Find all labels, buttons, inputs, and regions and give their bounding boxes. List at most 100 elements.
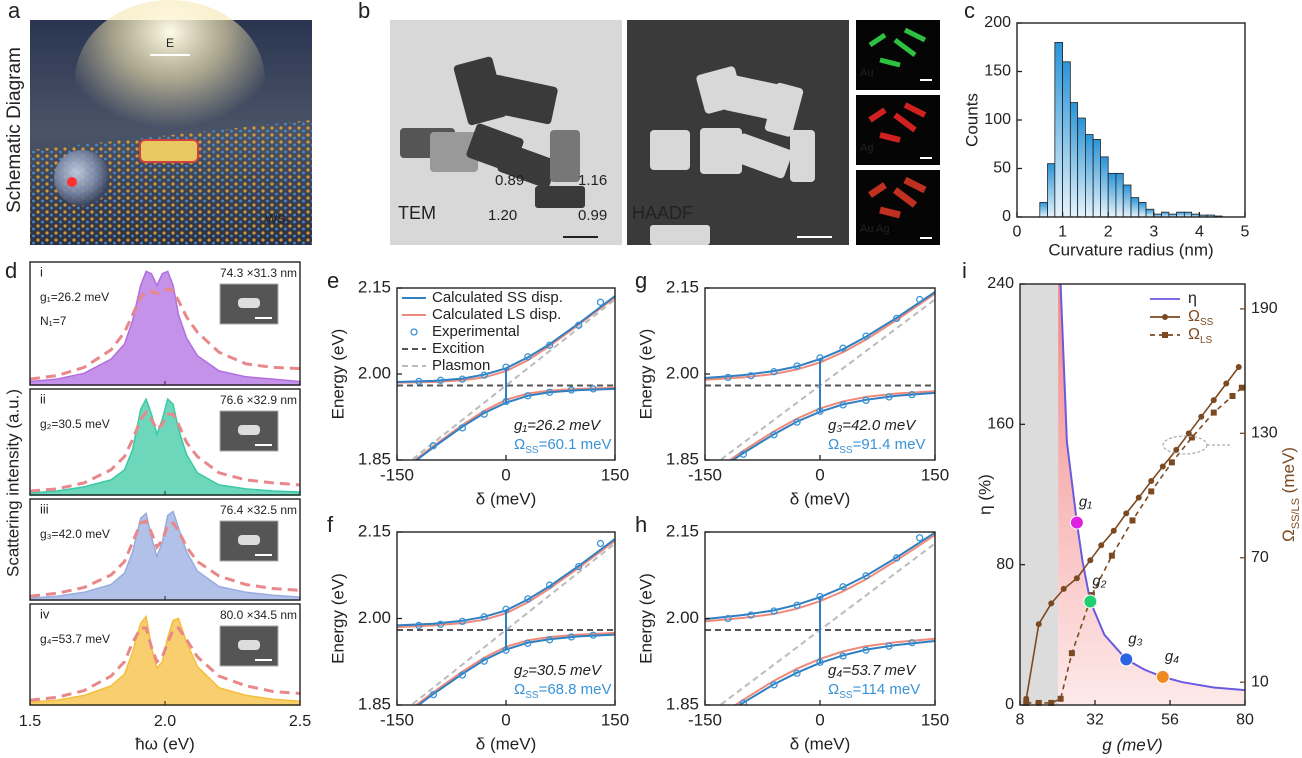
exp-point [545,581,554,589]
exp-point [567,386,576,394]
exp-point [480,371,488,379]
exp-point [862,572,870,580]
tem-particles [400,56,585,208]
y-tick-label: 2.00 [358,363,391,382]
panel-letter: e [327,268,339,293]
ws2-lattice [30,120,312,245]
splitting-point [1023,699,1030,706]
sem-rod [238,535,260,545]
x-tick-label: 150 [601,711,629,730]
exp-point [916,534,924,542]
nanorod [139,139,199,163]
efficiency-line [1059,283,1246,692]
splitting-point [1048,699,1055,706]
coupling-label: g₄=53.7 meV [828,662,917,679]
bar [1047,163,1056,218]
x-tick-label: 0 [501,466,510,485]
subplot-index: ii [40,391,46,406]
splitting-point [1148,478,1155,485]
bar [1100,156,1109,218]
exp-point [415,621,423,630]
exp-point [458,617,467,626]
aspect-ratio: 1.20 [488,207,517,224]
exp-point [839,652,847,660]
exp-point [862,332,870,340]
bar [1092,138,1101,218]
bar [1115,172,1124,218]
fit-curve [29,287,301,381]
y-axis-title: Energy (eV) [636,329,655,420]
y-axis-title: Energy (eV) [636,573,655,664]
x-axis-title: ħω (eV) [135,734,195,753]
y-tick-label: 50 [993,160,1011,177]
exp-point [839,401,847,409]
x-tick-label: 3 [1149,223,1158,240]
splitting-part: SS [839,445,853,456]
legend-label: Experimental [432,323,520,340]
sem-rod [238,425,260,435]
overlay-particles [868,176,927,219]
overlay-map [856,170,940,245]
y2-title-part: (meV) [1279,447,1298,498]
coupling-point [1069,515,1084,530]
exp-point [429,690,437,699]
splitting-part: Ω [514,436,525,453]
legend-name: Ω [1188,326,1200,343]
panel-letter: h [635,512,647,537]
y-tick-label: 1.85 [666,694,699,713]
exp-point [429,442,437,450]
splitting-point [1035,699,1042,706]
x-tick-label: 2 [1104,223,1113,240]
splitting-part: SS [839,690,853,701]
element-label: Ag [860,142,873,154]
splitting-point [1188,434,1195,441]
y-tick-label: 130 [1251,425,1278,442]
y-tick-label: 2.00 [358,608,391,627]
exp-point [436,376,445,384]
panel-letter: i [962,258,967,283]
splitting-part: Ω [514,681,525,698]
splitting-point [1035,621,1042,628]
exp-point [770,368,778,376]
splitting-point [1168,459,1175,466]
splitting-point [1110,527,1117,534]
x-tick-label: 4 [1195,223,1204,240]
y-tick-label: 80 [996,556,1014,573]
sem-rod [238,640,260,650]
size-label: 76.6 ×32.9 nm [220,393,297,407]
haadf-particles [650,66,815,245]
exp-point [545,388,554,396]
x-axis-title: δ (meV) [790,734,850,753]
splitting-point [1148,488,1155,495]
plasmon-line [409,542,615,705]
aspect-ratio: 0.89 [495,172,524,189]
au-map [856,20,940,90]
y-axis-title: Scattering intensity (a.u.) [3,389,22,577]
x-tick-label: 0 [1013,223,1022,240]
legend-label: Plasmon [432,357,490,374]
y-tick-label: 2.15 [666,521,699,540]
subplot-index: iii [40,501,49,516]
splitting-part: SS [525,690,539,701]
y-tick-label: 160 [987,416,1014,433]
x-tick-label: 150 [601,466,629,485]
y-tick-label: 190 [1251,300,1278,317]
splitting-line [1025,366,1240,699]
size-label: 74.3 ×31.3 nm [220,266,297,280]
splitting-point [1087,557,1094,564]
legend-label: Calculated SS disp. [432,289,563,306]
exp-point [908,390,916,399]
splitting-part: =114 meV [853,681,921,698]
coupling-label: g₂=30.5 meV [40,417,110,431]
legend-label: ΩLS [1188,326,1213,346]
bar [1039,202,1048,218]
legend-marker [1162,332,1168,338]
y-tick-label: 1.85 [666,449,699,468]
exp-point [893,314,901,323]
splitting-point [1210,397,1217,404]
substrate-label: WS₂ [265,211,291,226]
exp-point [575,562,583,571]
bar [1161,211,1170,218]
legend-sub: LS [1200,335,1213,346]
